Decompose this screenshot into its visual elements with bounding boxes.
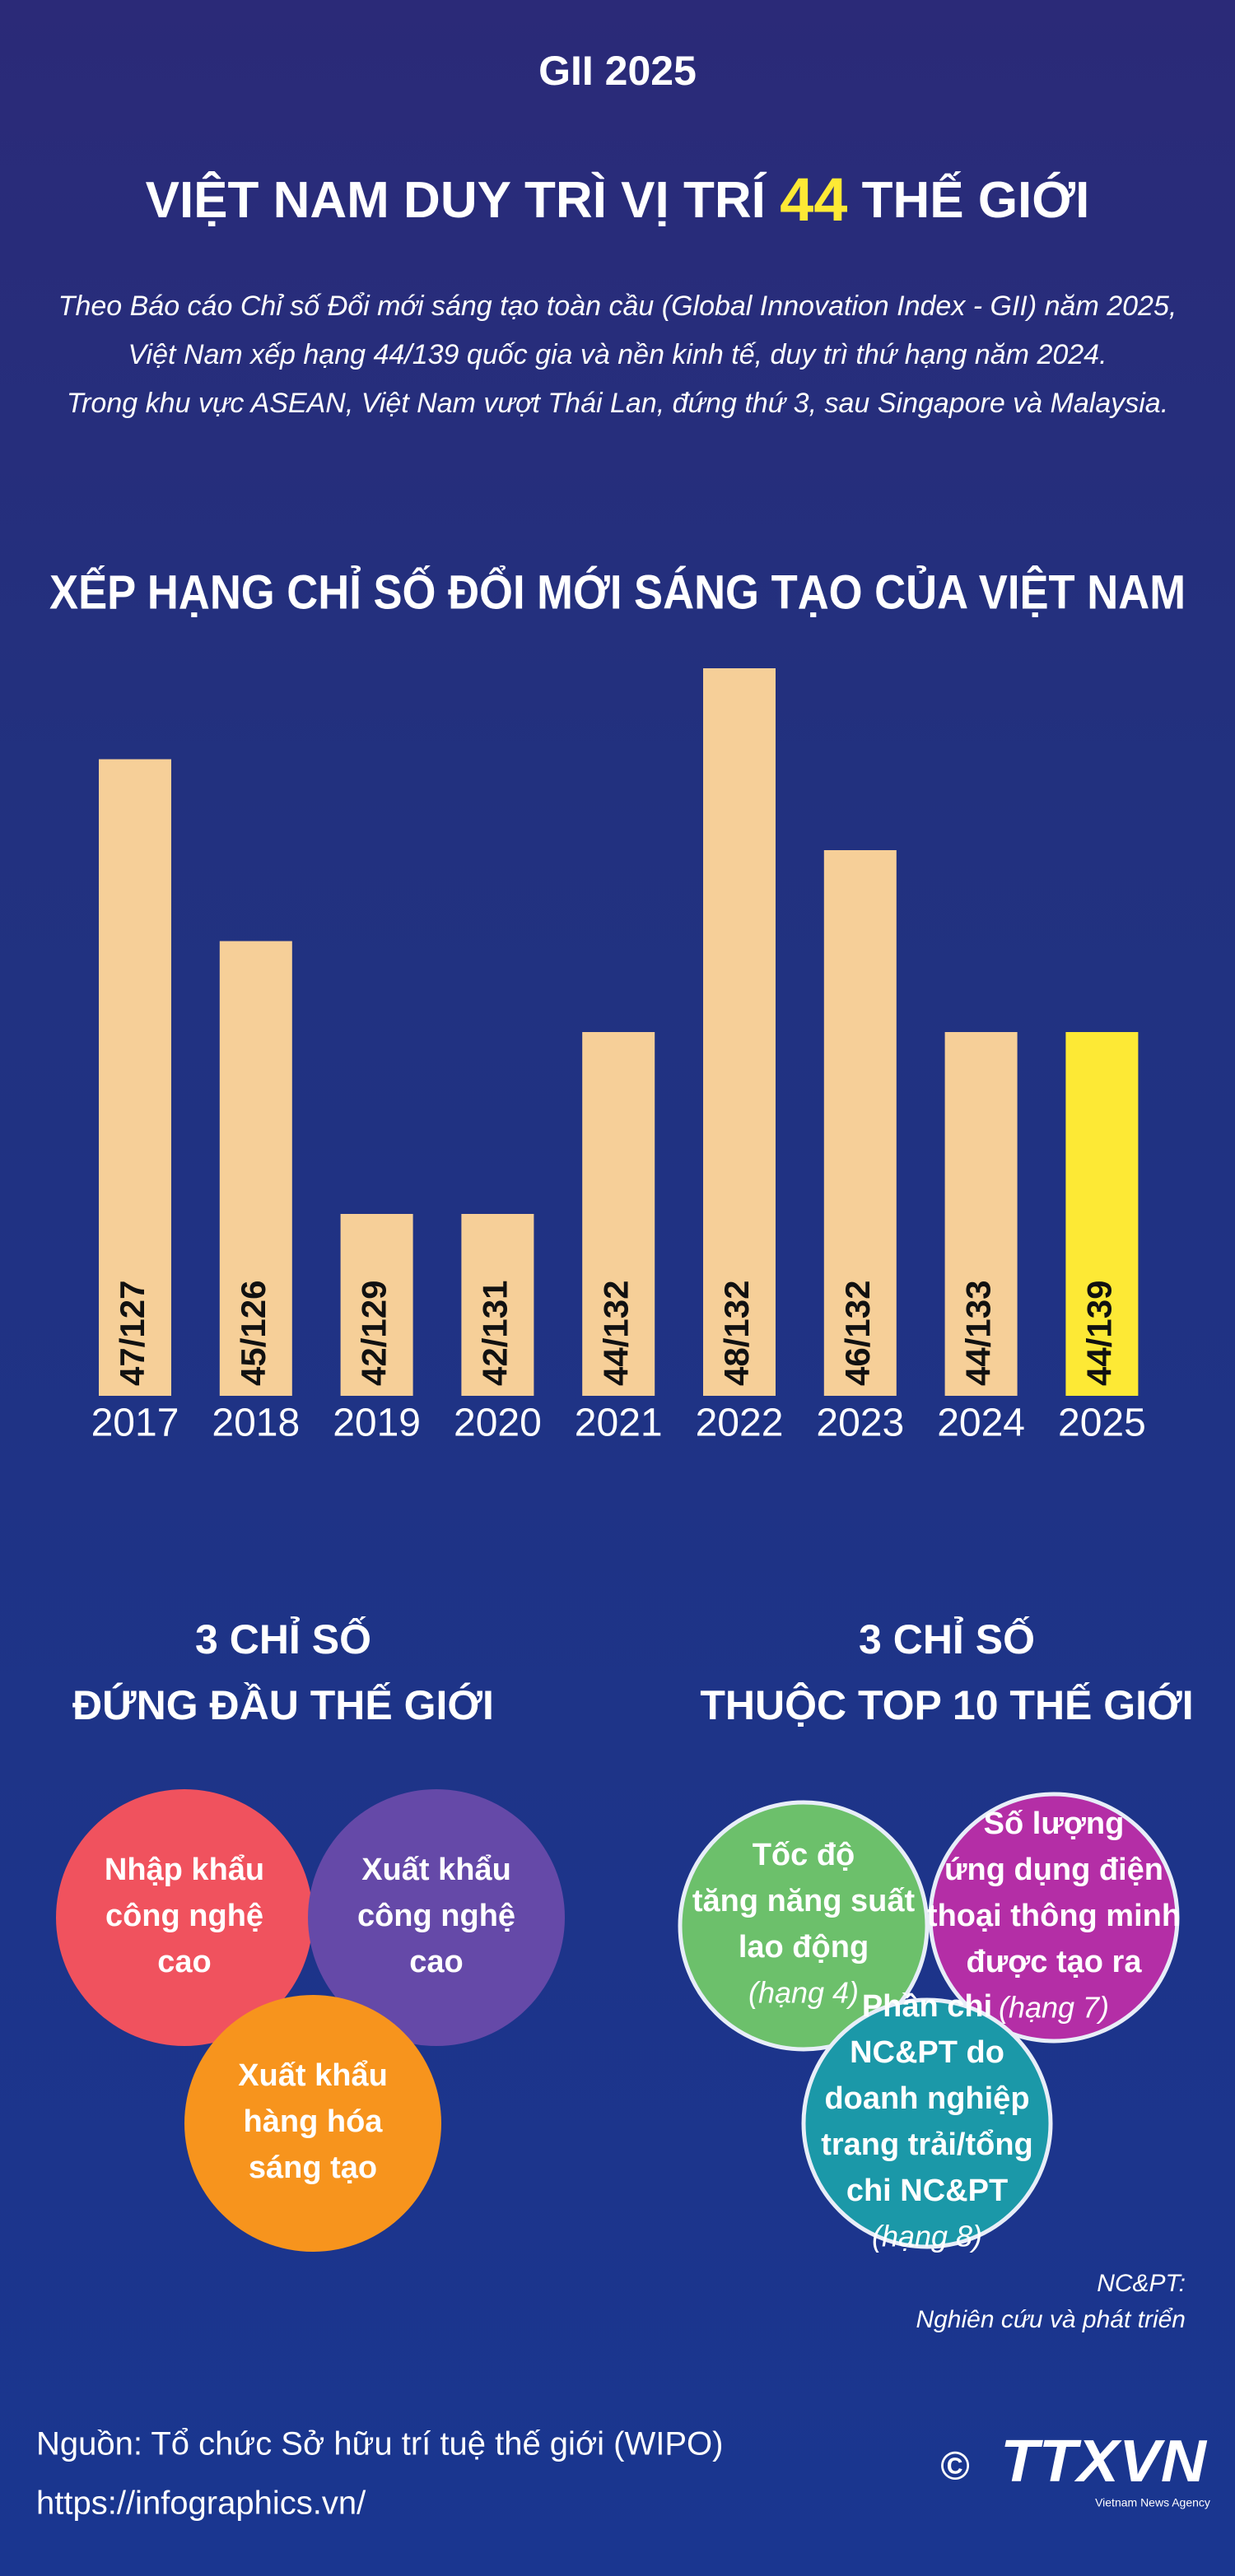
- x-tick-label: 2024: [937, 1402, 1025, 1445]
- note-abbr: NC&PT:: [1097, 2270, 1186, 2297]
- bar: [461, 1214, 534, 1396]
- value-label: 48/132: [717, 1281, 756, 1386]
- section-heading: ĐỨNG ĐẦU THẾ GIỚI: [72, 1682, 494, 1728]
- bar: [703, 668, 776, 1396]
- url: https://infographics.vn/: [36, 2485, 366, 2522]
- circle-label: công nghệ: [105, 1899, 263, 1933]
- section-heading: 3 CHỈ SỐ: [859, 1616, 1035, 1662]
- logo-sub: Vietnam News Agency: [1095, 2496, 1210, 2509]
- circle-label: Xuất khẩu: [361, 1853, 511, 1887]
- bar: [219, 941, 292, 1396]
- bar: [99, 759, 171, 1396]
- circle: [801, 1997, 1053, 2249]
- intro-line: Trong khu vực ASEAN, Việt Nam vượt Thái …: [67, 388, 1168, 419]
- circle-label: thoại thông minh: [927, 1899, 1181, 1933]
- circle: [308, 1789, 565, 2046]
- circle-rank: (hạng 8): [872, 2220, 982, 2253]
- x-tick-label: 2020: [454, 1402, 542, 1445]
- x-tick-label: 2021: [575, 1402, 663, 1445]
- circle: [678, 1800, 930, 2052]
- circle-label: cao: [409, 1945, 463, 1979]
- bar: [582, 1032, 655, 1396]
- logo: TTXVN: [1000, 2429, 1208, 2495]
- circle-label: Số lượng: [984, 1806, 1125, 1841]
- value-label: 46/132: [838, 1281, 877, 1386]
- circle-rank: (hạng 4): [748, 1976, 859, 2010]
- circle-label: sáng tạo: [249, 2151, 377, 2185]
- circles: 3 CHỈ SỐ ĐỨNG ĐẦU THẾ GIỚI Nhập khẩu công n…: [56, 1616, 1194, 2253]
- x-tick-label: 2023: [816, 1402, 904, 1445]
- value-label: 42/129: [355, 1281, 394, 1386]
- bar: [823, 850, 897, 1396]
- circle: [56, 1789, 313, 2046]
- x-tick-label: 2017: [91, 1402, 179, 1445]
- title-highlight: 44: [780, 165, 847, 234]
- section-heading: THUỘC TOP 10 THẾ GIỚI: [700, 1681, 1193, 1728]
- circle-label: trang trải/tổng: [821, 2127, 1033, 2162]
- circle-label: Tốc độ: [753, 1838, 855, 1872]
- circle-rank: (hạng 7): [999, 1991, 1109, 2025]
- kicker: GII 2025: [538, 48, 697, 94]
- circle-label: công nghệ: [357, 1899, 515, 1933]
- source: Nguồn: Tổ chức Sở hữu trí tuệ thế giới (…: [36, 2426, 723, 2462]
- circle-label: tăng năng suất: [692, 1884, 916, 1918]
- circle-label: NC&PT do: [850, 2035, 1004, 2070]
- section-heading: 3 CHỈ SỐ: [195, 1616, 371, 1662]
- title-part: VIỆT NAM DUY TRÌ VỊ TRÍ: [146, 172, 767, 229]
- bar: [1065, 1032, 1139, 1396]
- bar: [944, 1032, 1018, 1396]
- value-label: 42/131: [475, 1281, 514, 1386]
- bar: [340, 1214, 413, 1396]
- title-part: THẾ GIỚI: [862, 172, 1090, 229]
- intro: Theo Báo cáo Chỉ số Đổi mới sáng tạo toà…: [58, 291, 1177, 419]
- intro-line: Theo Báo cáo Chỉ số Đổi mới sáng tạo toà…: [58, 291, 1177, 322]
- circle: [184, 1995, 441, 2252]
- circle-label: lao động: [739, 1930, 869, 1965]
- x-tick-label: 2018: [212, 1402, 300, 1445]
- circle-label: Xuất khẩu: [238, 2058, 388, 2093]
- chart: 47/127 2017 45/126 2018 42/129 2019 42/131 2020…: [91, 668, 1146, 1445]
- note-text: Nghiên cứu và phát triển: [916, 2306, 1186, 2333]
- intro-line: Việt Nam xếp hạng 44/139 quốc gia và nền…: [128, 339, 1107, 370]
- circle: [928, 1792, 1180, 2044]
- circle-label: doanh nghiệp: [824, 2081, 1029, 2116]
- circle-label: Nhập khẩu: [105, 1853, 264, 1887]
- circle-label: ứng dụng điện: [944, 1853, 1163, 1887]
- circle-label: Phần chi: [862, 1989, 992, 2024]
- value-label: 44/133: [959, 1281, 998, 1386]
- value-label: 47/127: [113, 1281, 151, 1386]
- x-tick-label: 2025: [1058, 1402, 1146, 1445]
- value-label: 44/132: [596, 1281, 635, 1386]
- chart-title: XẾP HẠNG CHỈ SỐ ĐỔI MỚI SÁNG TẠO CỦA VIỆ…: [49, 565, 1186, 619]
- value-label: 45/126: [234, 1281, 273, 1386]
- value-label: 44/139: [1079, 1281, 1118, 1386]
- circle-label: hàng hóa: [244, 2104, 384, 2139]
- x-tick-label: 2022: [696, 1402, 784, 1445]
- circle-label: chi NC&PT: [846, 2174, 1008, 2208]
- main-title: VIỆT NAM DUY TRÌ VỊ TRÍ 44 THẾ GIỚI: [146, 165, 1090, 234]
- x-tick-label: 2019: [333, 1402, 421, 1445]
- copyright: ©: [940, 2445, 969, 2489]
- circle-label: được tạo ra: [967, 1945, 1143, 1979]
- circle-label: cao: [157, 1945, 211, 1979]
